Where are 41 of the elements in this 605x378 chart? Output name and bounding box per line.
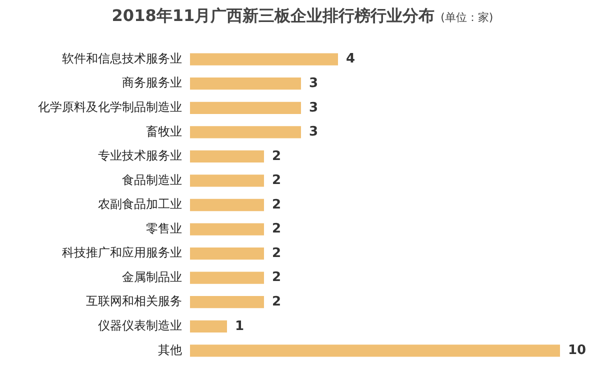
bar (190, 126, 301, 138)
y-tick-label: 金属制品业 (122, 270, 182, 284)
y-tick-label: 农副食品加工业 (98, 197, 182, 212)
y-tick-label: 化学原料及化学制品制造业 (38, 100, 182, 114)
y-tick-label: 商务服务业 (122, 76, 182, 90)
bar (190, 174, 264, 187)
y-tick-label: 畜牧业 (146, 124, 182, 138)
data-label: 2 (272, 148, 282, 164)
data-label: 2 (272, 246, 282, 261)
bar (190, 102, 301, 114)
data-label: 3 (309, 100, 318, 116)
bar (190, 247, 264, 260)
chart-subtitle: (单位：家) (440, 11, 494, 24)
bar (190, 320, 227, 332)
data-label: 2 (272, 294, 282, 310)
y-tick-label: 仪器仪表制造业 (98, 318, 182, 333)
y-tick-label: 软件和信息技术服务业 (62, 51, 182, 66)
data-label: 2 (272, 197, 282, 212)
y-tick-label: 食品制造业 (122, 172, 182, 187)
data-label: 2 (272, 222, 282, 237)
y-tick-label: 其他 (158, 342, 182, 357)
bar (190, 272, 264, 284)
y-tick-label: 科技推广和应用服务业 (62, 246, 182, 260)
y-tick-label: 专业技术服务业 (98, 148, 182, 163)
data-label: 1 (235, 318, 244, 334)
data-label: 2 (272, 270, 282, 286)
data-label: 3 (309, 124, 318, 140)
data-label: 3 (309, 76, 318, 91)
chart-title: 2018年11月广西新三板企业排行榜行业分布 (112, 6, 435, 25)
y-tick-label: 互联网和相关服务 (86, 294, 182, 308)
bar (190, 296, 264, 308)
bar (190, 150, 264, 163)
data-label: 4 (346, 52, 356, 67)
data-label: 2 (272, 173, 282, 188)
bar (190, 53, 338, 66)
y-tick-label: 零售业 (146, 221, 182, 236)
bar (190, 223, 264, 236)
bar (190, 198, 264, 212)
bar (190, 78, 301, 90)
data-label: 10 (568, 343, 586, 358)
bar (190, 344, 560, 357)
